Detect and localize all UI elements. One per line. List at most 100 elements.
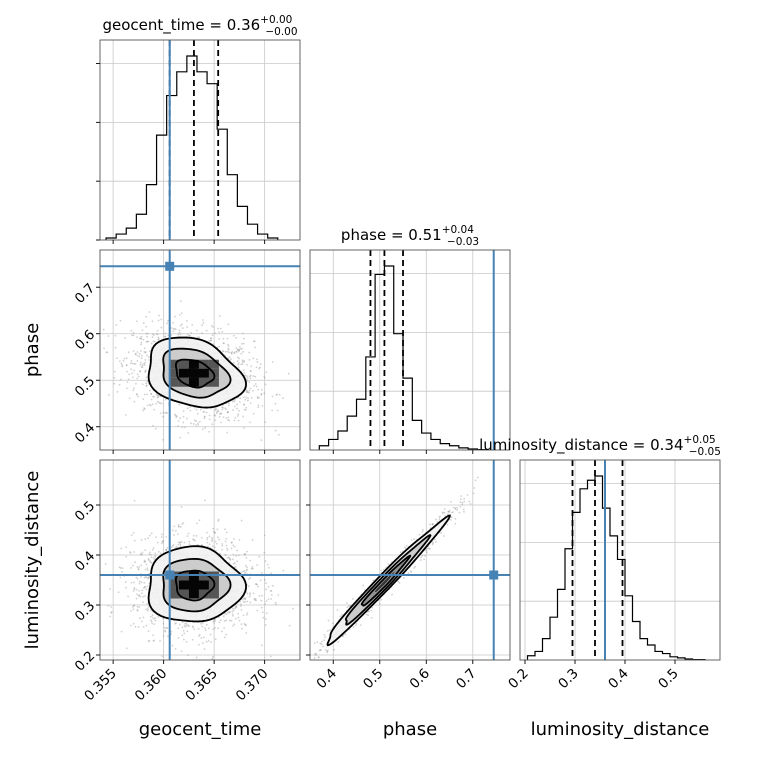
- sample-point: [145, 340, 148, 343]
- y-tick-label: 0.4: [72, 548, 99, 575]
- title-plus: +0.05: [684, 434, 716, 446]
- sample-point: [145, 382, 148, 385]
- sample-point: [132, 605, 135, 607]
- sample-point: [177, 541, 180, 544]
- sample-point: [248, 358, 251, 361]
- sample-point: [201, 332, 203, 335]
- sample-point: [139, 617, 141, 620]
- sample-point: [147, 640, 150, 643]
- y-tick-label: 0.2: [72, 648, 99, 675]
- sample-point: [259, 366, 262, 369]
- sample-point: [226, 547, 228, 550]
- sample-point: [214, 419, 217, 422]
- sample-point: [150, 620, 153, 623]
- sample-point: [442, 512, 444, 515]
- sample-point: [149, 404, 152, 407]
- sample-point: [261, 404, 264, 407]
- sample-point: [440, 532, 442, 534]
- sample-point: [252, 592, 255, 595]
- sample-point: [233, 351, 235, 354]
- sample-point: [201, 428, 204, 431]
- sample-point: [185, 417, 188, 420]
- sample-point: [174, 647, 177, 650]
- sample-point: [170, 327, 173, 329]
- contour-line: [174, 569, 216, 602]
- y-tick-label: 0.3: [72, 598, 99, 625]
- sample-point: [141, 553, 144, 556]
- sample-point: [145, 608, 148, 611]
- sample-point: [137, 568, 140, 571]
- sample-point: [177, 637, 180, 639]
- sample-point: [182, 415, 185, 418]
- sample-point: [200, 536, 203, 539]
- sample-point: [156, 333, 159, 336]
- sample-point: [249, 374, 252, 377]
- sample-point: [254, 375, 257, 378]
- x-tick-label: 0.355: [81, 666, 120, 705]
- sample-point: [282, 569, 285, 572]
- sample-point: [249, 559, 252, 562]
- sample-point: [222, 416, 225, 419]
- sample-point: [459, 501, 462, 504]
- sample-point: [262, 616, 265, 619]
- sample-point: [235, 350, 238, 353]
- sample-point: [156, 541, 159, 544]
- sample-point: [162, 415, 164, 418]
- sample-point: [466, 493, 469, 496]
- sample-point: [136, 359, 139, 362]
- sample-point: [246, 550, 248, 553]
- sample-point: [140, 366, 143, 368]
- sample-point: [443, 508, 446, 510]
- sample-point: [226, 556, 229, 559]
- sample-point: [244, 571, 247, 574]
- sample-point: [317, 656, 320, 659]
- sample-point: [274, 601, 277, 604]
- sample-point: [261, 594, 263, 597]
- sample-point: [146, 567, 149, 570]
- sample-point: [238, 619, 241, 622]
- sample-point: [237, 613, 240, 615]
- sample-point: [192, 423, 195, 425]
- sample-point: [240, 603, 242, 606]
- sample-point: [134, 362, 137, 365]
- density-panel-luminosity_distance-vs-geocent_time: 0.355 0.360 0.365 0.370 0.2 0.3 0.4 0.5: [72, 459, 301, 705]
- sample-point: [139, 361, 142, 364]
- sample-point: [230, 541, 233, 544]
- sample-point: [228, 356, 231, 359]
- sample-point: [251, 566, 254, 568]
- sample-point: [214, 540, 217, 543]
- sample-point: [153, 639, 156, 642]
- sample-point: [135, 576, 138, 579]
- sample-point: [249, 421, 252, 424]
- sample-point: [147, 356, 150, 358]
- contour-line: [147, 336, 247, 409]
- sample-point: [237, 554, 240, 557]
- sample-point: [252, 357, 255, 360]
- truth-marker: [489, 570, 499, 580]
- sample-point: [179, 417, 182, 419]
- sample-point: [227, 404, 230, 407]
- sample-point: [139, 337, 142, 340]
- sample-point: [133, 387, 135, 390]
- sample-point: [247, 391, 249, 393]
- sample-point: [254, 597, 257, 600]
- sample-point: [258, 594, 261, 597]
- sample-point: [265, 612, 268, 615]
- sample-point: [128, 397, 131, 400]
- panel-frame: [99, 39, 301, 241]
- density-bin: [168, 377, 179, 387]
- sample-point: [210, 537, 213, 539]
- sample-point: [177, 420, 180, 422]
- sample-point: [129, 362, 132, 365]
- sample-point: [143, 576, 146, 579]
- sample-point: [371, 606, 374, 609]
- sample-point: [131, 376, 134, 379]
- sample-point: [225, 408, 228, 411]
- sample-point: [144, 549, 147, 552]
- sample-point: [126, 370, 129, 373]
- sample-point: [232, 409, 235, 411]
- sample-point: [438, 518, 441, 521]
- sample-point: [248, 578, 250, 580]
- sample-point: [178, 623, 181, 626]
- sample-point: [195, 535, 198, 537]
